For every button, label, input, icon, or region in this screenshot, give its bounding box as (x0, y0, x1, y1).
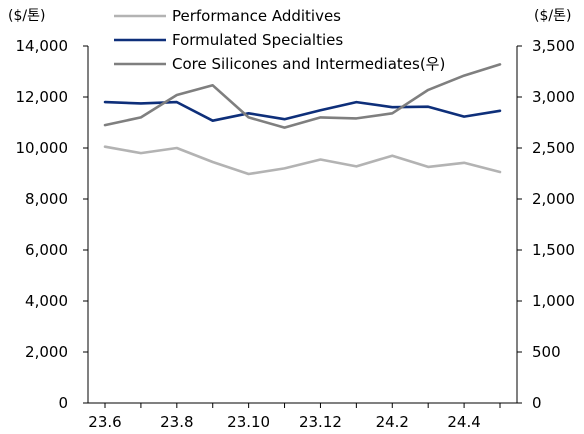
left-y-tick-label: 2,000 (25, 343, 68, 361)
tick-labels: 0 2,000 4,000 6,000 8,000 10,000 12,000 14,000 0… (16, 37, 575, 431)
series-line-3 (103, 63, 502, 129)
x-tick-label: 23.10 (227, 413, 270, 431)
right-y-tick-label: 500 (532, 343, 561, 361)
x-tick-label: 23.12 (299, 413, 342, 431)
legend: Performance Additives Formulated Specialt… (114, 7, 445, 73)
left-y-tick-label: 8,000 (25, 190, 68, 208)
right-y-tick-label: 3,000 (532, 88, 575, 106)
legend-label-2: Formulated Specialties (172, 31, 343, 49)
x-tick-label: 23.8 (160, 413, 193, 431)
right-y-tick-label: 2,500 (532, 139, 575, 157)
left-y-tick-label: 12,000 (16, 88, 69, 106)
left-y-tick-label: 14,000 (16, 37, 69, 55)
series-lines (103, 63, 502, 176)
axes-group (83, 45, 522, 408)
legend-label-3: Core Silicones and Intermediates(우) (172, 55, 445, 73)
right-y-tick-label: 1,000 (532, 292, 575, 310)
right-axis-unit: ($/톤) (534, 8, 571, 24)
x-tick-label: 24.4 (447, 413, 480, 431)
left-y-tick-label: 4,000 (25, 292, 68, 310)
right-y-tick-label: 0 (532, 394, 542, 412)
legend-label-1: Performance Additives (172, 7, 341, 25)
right-y-tick-label: 3,500 (532, 37, 575, 55)
right-y-tick-label: 1,500 (532, 241, 575, 259)
series-line-1 (103, 145, 502, 176)
x-tick-label: 23.6 (88, 413, 121, 431)
left-y-tick-label: 6,000 (25, 241, 68, 259)
right-y-tick-label: 2,000 (532, 190, 575, 208)
left-y-tick-label: 0 (58, 394, 68, 412)
x-tick-label: 24.2 (376, 413, 409, 431)
left-y-tick-label: 10,000 (16, 139, 69, 157)
left-axis-unit: ($/톤) (8, 8, 45, 24)
series-line-2 (103, 100, 502, 122)
